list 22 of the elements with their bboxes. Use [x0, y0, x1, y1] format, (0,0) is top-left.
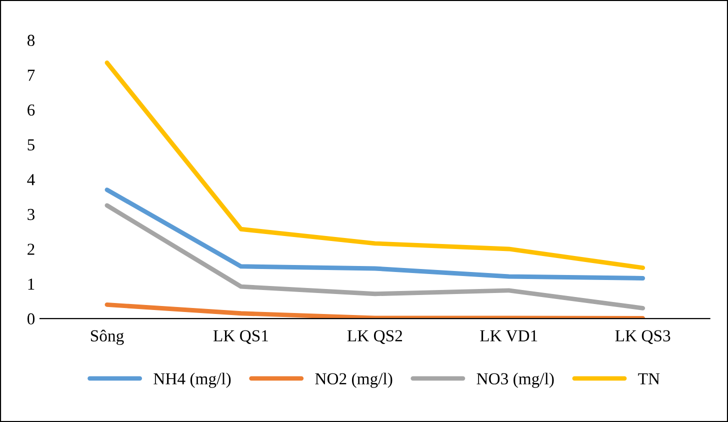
x-tick-label: LK QS1 — [213, 330, 268, 344]
legend-label: NH4 (mg/l) — [154, 372, 231, 388]
y-tick-label: 0 — [27, 313, 35, 325]
line-series — [104, 302, 646, 319]
line-series — [104, 60, 646, 270]
x-tick-label: Sông — [90, 330, 124, 345]
legend-label: NO2 (mg/l) — [315, 372, 392, 388]
y-tick-label: 6 — [28, 104, 35, 116]
y-tick-label: 4 — [27, 174, 35, 186]
legend-label: NO3 (mg/l) — [476, 372, 554, 388]
line-series — [104, 188, 646, 280]
y-tick-label: 7 — [28, 70, 35, 81]
x-tick-label: LK QS3 — [615, 330, 670, 344]
y-tick-label: 3 — [28, 208, 35, 220]
x-tick-label: LK VD1 — [480, 330, 538, 342]
y-tick-label: 1 — [28, 278, 34, 290]
legend-label: TN — [638, 373, 660, 384]
y-tick-label: 2 — [28, 244, 34, 255]
line-series — [104, 203, 646, 310]
x-tick-label: LK QS2 — [347, 330, 402, 344]
y-tick-label: 8 — [27, 34, 35, 46]
y-tick-label: 5 — [28, 139, 35, 150]
